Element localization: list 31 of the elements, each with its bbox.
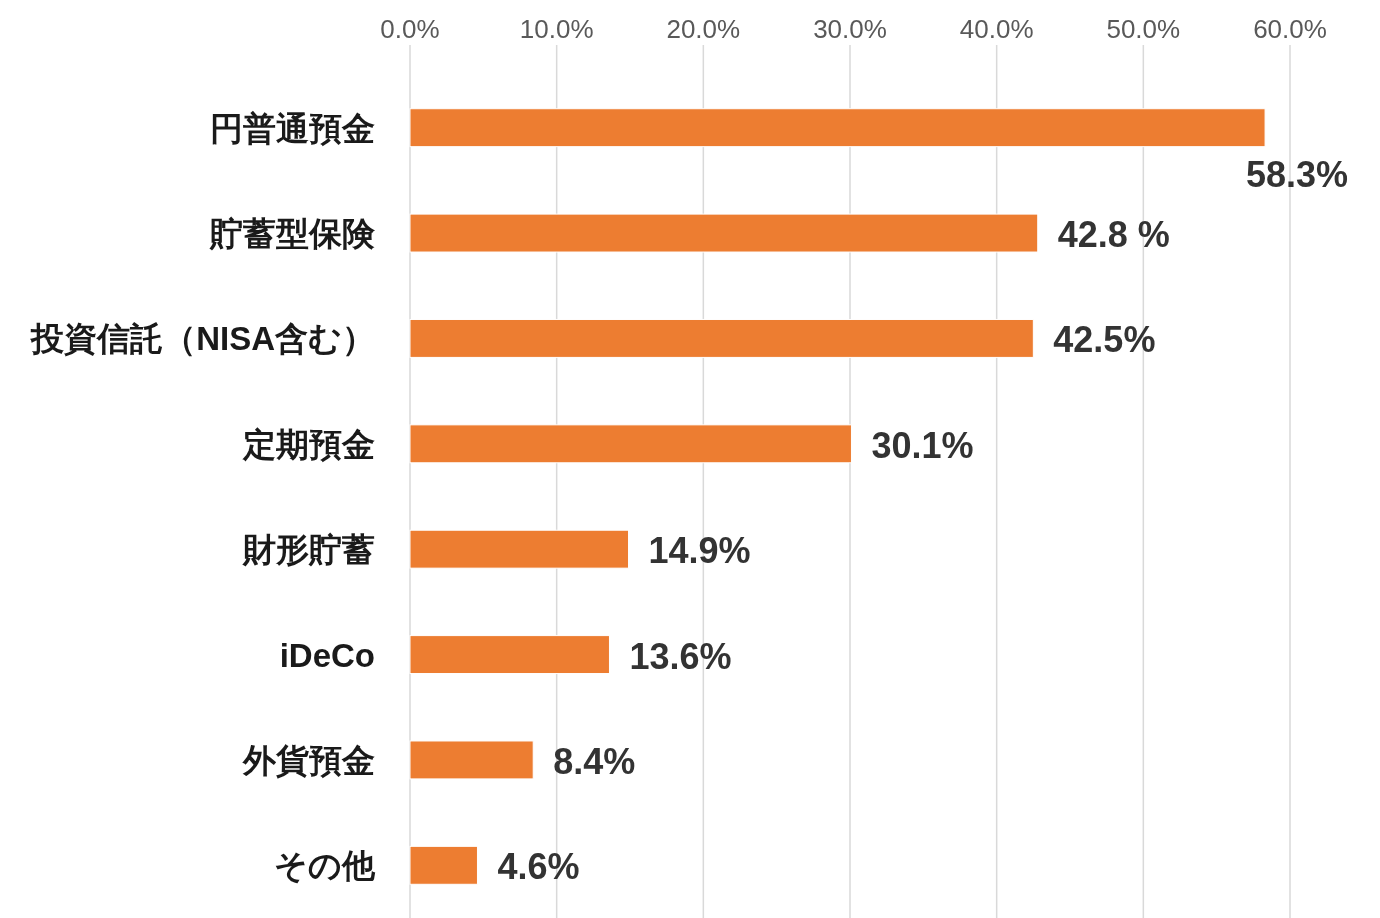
bar	[409, 529, 630, 569]
y-tick-label: その他	[274, 847, 376, 885]
data-label: 13.6%	[629, 635, 732, 677]
bar	[409, 635, 610, 675]
data-label: 8.4%	[553, 740, 636, 782]
y-tick-label: 貯蓄型保険	[209, 215, 376, 253]
x-tick-label: 40.0%	[959, 14, 1034, 44]
data-label: 58.3%	[1245, 153, 1348, 195]
x-tick-label: 30.0%	[813, 14, 887, 44]
y-tick-label: 投資信託（NISA含む）	[29, 320, 375, 358]
data-label: 30.1%	[871, 424, 974, 466]
y-tick-label: 外貨預金	[242, 741, 375, 779]
data-label: 42.8 %	[1057, 214, 1170, 256]
y-tick-label: iDeCo	[279, 636, 375, 674]
bar	[409, 845, 478, 885]
x-tick-label: 50.0%	[1106, 14, 1181, 44]
data-label: 4.6%	[497, 846, 580, 888]
x-tick-label: 10.0%	[519, 14, 594, 44]
bar	[409, 108, 1266, 148]
x-tick-label: 20.0%	[666, 14, 741, 44]
x-tick-label: 60.0%	[1253, 14, 1327, 44]
x-tick-label: 0.0%	[380, 14, 440, 44]
y-tick-label: 円普通預金	[210, 109, 375, 147]
data-label: 14.9%	[648, 530, 751, 572]
y-tick-label: 財形貯蓄	[242, 531, 375, 569]
bar	[409, 740, 534, 780]
bar	[409, 213, 1039, 253]
bar	[409, 424, 852, 464]
data-label: 42.5%	[1053, 319, 1156, 361]
bar	[409, 318, 1034, 358]
y-tick-label: 定期預金	[242, 425, 375, 463]
